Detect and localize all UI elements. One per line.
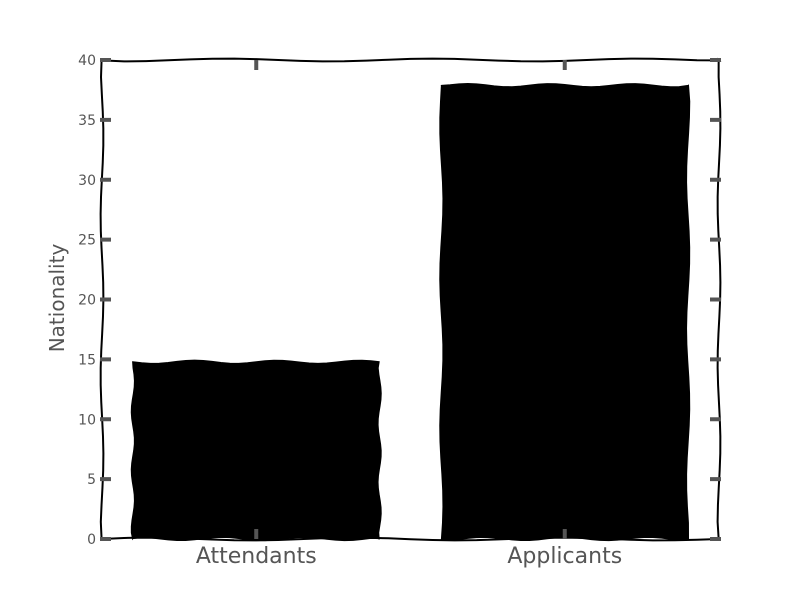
bar-applicants — [439, 83, 691, 542]
y-tick-label-0: 0 — [87, 532, 96, 548]
y-tick-label-40: 40 — [78, 53, 96, 69]
y-tick-label-30: 30 — [78, 173, 96, 189]
y-tick-label-25: 25 — [78, 233, 96, 249]
y-tick-label-5: 5 — [87, 472, 96, 488]
y-axis-label: Nationality — [45, 244, 69, 353]
x-category-label-attendants: Attendants — [196, 544, 317, 569]
y-tick-label-15: 15 — [78, 352, 96, 368]
y-tick-label-10: 10 — [78, 412, 96, 428]
y-tick-label-20: 20 — [78, 293, 96, 309]
x-category-label-applicants: Applicants — [507, 544, 622, 569]
y-tick-label-35: 35 — [78, 113, 96, 129]
bar-attendants — [130, 359, 382, 542]
